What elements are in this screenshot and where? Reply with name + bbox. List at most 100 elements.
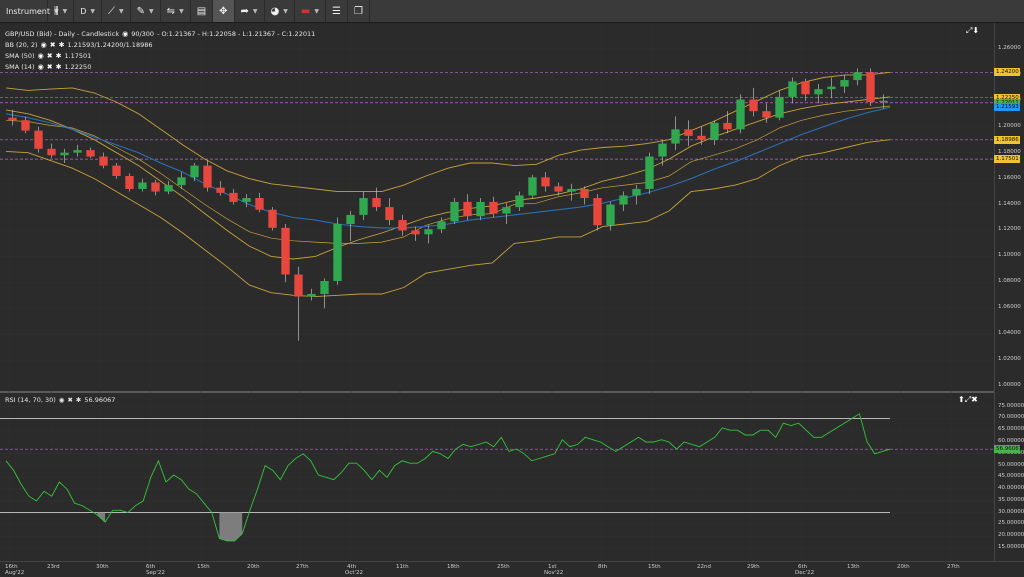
instrument-title: GBP/USD (Bid) - Daily - Candlestick <box>5 30 120 38</box>
price-tag: 1.21593 <box>994 103 1020 112</box>
chevron-down-icon: ▼ <box>179 7 184 15</box>
candle-body <box>8 117 17 121</box>
crosshair-icon: ✥ <box>219 5 228 17</box>
eye-icon[interactable]: ◉ <box>122 30 129 38</box>
rsi-panel[interactable] <box>0 391 994 563</box>
candle-body <box>619 195 628 205</box>
eye-icon[interactable]: ◉ <box>37 52 44 60</box>
time-axis-label: 16th <box>5 564 18 570</box>
line-tool-icon: ⟋ <box>108 5 116 17</box>
gear-icon[interactable]: ✱ <box>55 63 62 71</box>
gear-icon[interactable]: ✱ <box>58 41 65 49</box>
candle-body <box>203 165 212 188</box>
template-button[interactable]: ▤ <box>191 0 214 22</box>
eye-icon[interactable]: ◉ <box>58 396 65 404</box>
rsi-axis-label: 20.00000 <box>998 532 1024 539</box>
candle-body <box>424 229 433 235</box>
sma50-indicator-value: 1.17501 <box>64 52 92 60</box>
time-axis-label: 20th <box>247 564 260 570</box>
price-axis[interactable] <box>994 23 1024 391</box>
time-axis-label: 13th <box>847 564 860 570</box>
ohlc-values: - O:1.21367 - H:1.22058 - L:1.21367 - C:… <box>157 30 316 38</box>
close-icon[interactable]: ✖ <box>46 52 53 60</box>
price-tag: 1.17501 <box>994 155 1020 164</box>
price-axis-label: 1.12000 <box>998 226 1021 233</box>
candle-body <box>632 188 641 196</box>
candle-body <box>86 150 95 157</box>
time-axis-label: 20th <box>897 564 910 570</box>
panel-controls-icon[interactable]: ⬆⤢✖ <box>958 395 978 404</box>
close-icon[interactable]: ✖ <box>67 396 73 404</box>
candle-body <box>463 201 472 217</box>
candle-body <box>21 120 30 131</box>
candle-body <box>34 130 43 149</box>
chevron-down-icon: ▼ <box>314 7 319 15</box>
crosshair-button[interactable]: ✥ <box>213 0 235 22</box>
time-axis-month-label: Dec'22 <box>795 570 815 576</box>
eye-icon[interactable]: ◉ <box>37 63 44 71</box>
eye-icon[interactable]: ◉ <box>40 41 47 49</box>
rsi-axis-label: 65.00000 <box>998 426 1024 433</box>
theme-button[interactable]: ◕ ▼ <box>265 0 295 22</box>
drawing-tool-button[interactable]: ✎ ▼ <box>131 0 161 22</box>
price-axis-label: 1.10000 <box>998 252 1021 259</box>
chevron-down-icon: ▼ <box>149 7 154 15</box>
instrument-selector[interactable]: Instrument ▼ <box>0 0 59 22</box>
rsi-axis[interactable] <box>994 391 1024 561</box>
close-icon[interactable]: ✖ <box>49 41 56 49</box>
candle-body <box>645 156 654 189</box>
candle-body <box>515 195 524 208</box>
candle-body <box>567 188 576 192</box>
candle-body <box>346 214 355 224</box>
language-button[interactable]: ▬ ▼ <box>295 0 326 22</box>
indicator-button[interactable]: ⇋ ▼ <box>161 0 191 22</box>
candle-body <box>73 150 82 153</box>
time-axis[interactable] <box>0 561 1024 577</box>
candlestick-icon: ⫼ <box>54 5 59 17</box>
top-toolbar: Instrument ▼ ⫼ ▼ D ▼ ⟋ ▼ ✎ ▼ ⇋ ▼ ▤ ✥ ➦ ▼ ◕ ▼ ▬ ▼ … <box>0 0 1024 23</box>
rsi-axis-label: 75.00000 <box>998 402 1024 409</box>
time-axis-label: 30th <box>96 564 109 570</box>
price-axis-label: 1.08000 <box>998 278 1021 285</box>
maximize-panel-icon[interactable]: ⤢⬇ <box>966 26 980 35</box>
candle-body <box>554 186 563 192</box>
chart-type-button[interactable]: ⫼ ▼ <box>48 0 75 22</box>
time-axis-label: 6th <box>798 564 808 570</box>
candle-body <box>736 99 745 130</box>
price-axis-label: 1.04000 <box>998 330 1021 337</box>
rsi-axis-label: 70.00000 <box>998 414 1024 421</box>
bar-count: 90/300 <box>131 30 155 38</box>
close-icon[interactable]: ✖ <box>46 63 53 71</box>
candle-body <box>580 188 589 199</box>
gear-icon[interactable]: ✱ <box>75 396 82 404</box>
candle-body <box>411 230 420 235</box>
rsi-line <box>5 413 891 542</box>
price-tag: 1.18986 <box>994 135 1020 144</box>
time-axis-label: 11th <box>396 564 409 570</box>
candle-body <box>840 80 849 87</box>
popout-button[interactable]: ❐ <box>348 0 370 22</box>
candle-body <box>801 81 810 95</box>
candle-body <box>762 111 771 118</box>
time-axis-label: 22nd <box>697 564 711 570</box>
rsi-indicator-name: RSI (14, 70, 30) <box>5 396 56 404</box>
sma14-indicator-value: 1.22250 <box>64 63 92 71</box>
pencil-icon: ✎ <box>136 5 146 17</box>
chevron-down-icon: ▼ <box>283 7 288 15</box>
candle-body <box>281 227 290 275</box>
candle-body <box>60 152 69 156</box>
line-tool-button[interactable]: ⟋ ▼ <box>102 0 131 22</box>
timeframe-selector[interactable]: D ▼ <box>74 0 103 22</box>
settings-button[interactable]: ☰ <box>326 0 348 22</box>
candle-body <box>229 192 238 202</box>
price-axis-label: 1.00000 <box>998 382 1021 388</box>
rsi-axis-label: 50.00000 <box>998 461 1024 468</box>
share-button[interactable]: ➦ ▼ <box>235 0 265 22</box>
chevron-down-icon: ▼ <box>252 7 258 15</box>
candle-body <box>710 122 719 140</box>
candle-body <box>320 281 329 294</box>
gear-icon[interactable]: ✱ <box>55 52 62 60</box>
price-axis-label: 1.06000 <box>998 304 1021 311</box>
time-axis-month-label: Nov'22 <box>544 570 564 576</box>
